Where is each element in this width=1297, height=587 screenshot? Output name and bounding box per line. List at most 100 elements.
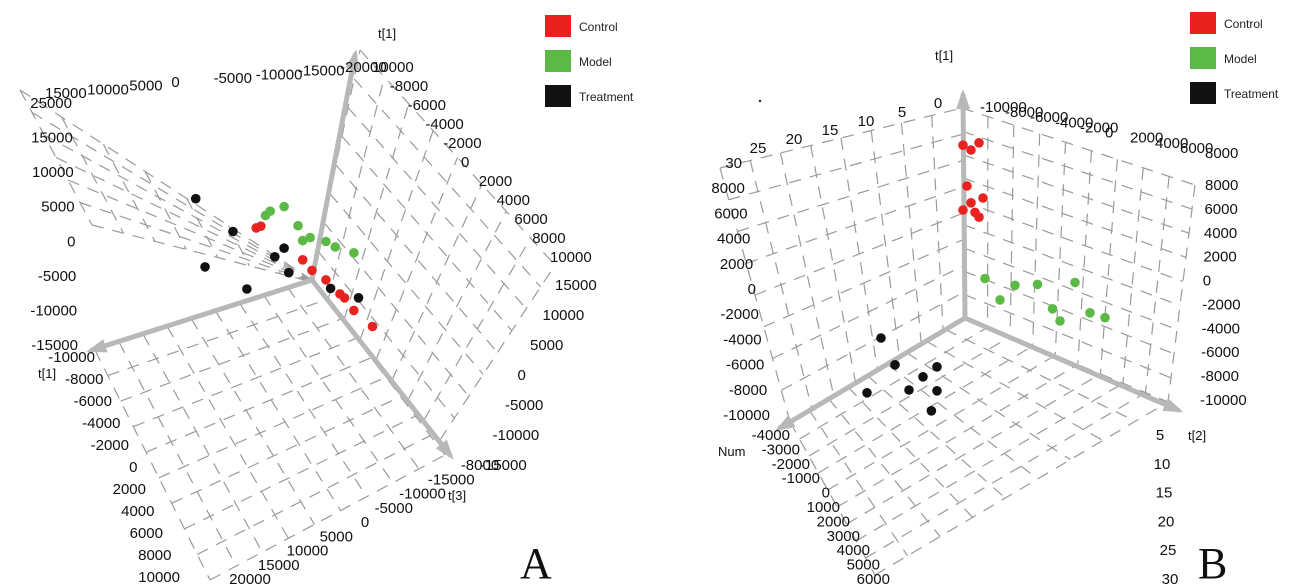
tick-label: -2000	[772, 456, 810, 473]
tick-label: 3000	[827, 528, 860, 545]
panel-b-right-face-grid-line	[1122, 167, 1144, 384]
tick-label: 5	[1156, 427, 1164, 444]
data-point-control	[966, 145, 976, 155]
data-point-control	[339, 293, 350, 303]
panel-b-right-face-grid-line	[964, 294, 1172, 379]
data-point-treatment	[242, 284, 252, 294]
panel-a-right-face-grid-line	[329, 193, 484, 375]
tick-label: 10000	[87, 81, 129, 98]
data-point-treatment	[926, 406, 937, 416]
panel-a-bottom-face-grid-line	[171, 396, 401, 504]
data-point-control	[307, 265, 317, 276]
data-point-model	[1010, 280, 1020, 291]
panel-b-right-face-grid-line	[1167, 184, 1196, 403]
tick-label: 5000	[41, 199, 74, 216]
panel-a-right-face-grid-line	[347, 107, 527, 310]
tick-label: 4000	[717, 231, 750, 248]
data-point-treatment	[904, 385, 914, 395]
legend-swatch-treatment	[545, 85, 571, 107]
data-point-model	[260, 210, 271, 221]
tick-label: -15000	[428, 471, 475, 488]
tick-label: 0	[461, 154, 469, 171]
tick-label: -15000	[31, 337, 78, 354]
data-point-control	[367, 321, 378, 332]
data-point-model	[1070, 277, 1080, 288]
data-point-model	[1085, 308, 1095, 318]
tick-label: 5	[898, 104, 906, 121]
axis-arrow-t2	[962, 315, 1181, 413]
panel-a-right-face-grid-line	[375, 157, 459, 361]
data-point-model	[279, 201, 289, 212]
data-point-control	[321, 275, 331, 285]
axis-arrow-num	[777, 315, 968, 431]
tick-label: -6000	[726, 357, 764, 374]
tick-label: -4000	[723, 331, 761, 348]
tick-label: 5000	[320, 528, 353, 545]
panel-b-right-face-grid-line	[1009, 125, 1015, 337]
tick-label: -6000	[1201, 344, 1239, 361]
panel-a-left-face-grid-line	[79, 201, 313, 283]
tick-label: 0	[822, 485, 830, 502]
panel-b-left-face-grid-line	[763, 238, 965, 328]
tick-label: 10000	[138, 569, 180, 586]
panel-a-right-face-grid-line	[359, 49, 556, 266]
tick-label: 10000	[32, 164, 74, 181]
panel-a-left-face-grid-line	[43, 134, 313, 282]
panel-a-bottom-face-grid-line	[94, 349, 211, 581]
panel-b-bottom-face-grid-line	[847, 386, 974, 518]
data-point-treatment	[932, 386, 942, 396]
legend-label-treatment: Treatment	[1224, 87, 1279, 101]
chart-panel-a: t[1]t[1]t[3]25000150001000050000-5000-10…	[19, 15, 634, 587]
tick-label: 10	[1154, 456, 1171, 473]
panel-b-right-face-grid-line	[1099, 159, 1118, 375]
tick-label: 6000	[857, 571, 890, 587]
panel-a-bottom-face-grid-line	[196, 435, 431, 555]
tick-label: -15000	[480, 457, 527, 474]
panel-a-bottom-face-grid-line	[166, 326, 289, 539]
legend-swatch-treatment	[1190, 82, 1216, 104]
legend-swatch-model	[545, 50, 571, 72]
panel-a-right-face-grid-line	[311, 49, 361, 281]
axis-name-t1: t[1]	[935, 48, 953, 63]
tick-label: -8000	[65, 371, 103, 388]
axis-arrow-t1-head	[956, 89, 971, 110]
tick-label: 15000	[258, 557, 300, 574]
tick-label: 10000	[550, 249, 592, 266]
tick-label: 25	[750, 140, 767, 157]
tick-label: 8000	[1205, 177, 1238, 194]
panel-b-right-face-grid-line	[963, 224, 1181, 307]
tick-label: 8000	[1205, 145, 1238, 162]
panel-a-bottom-face-grid-line	[239, 303, 368, 497]
tick-label: 2000	[113, 481, 146, 498]
panel-a-bottom-face-grid-line	[190, 318, 315, 525]
legend-label-treatment: Treatment	[579, 90, 634, 104]
data-point-model	[1032, 279, 1043, 290]
tick-label: 20	[1158, 513, 1175, 530]
data-point-treatment	[270, 251, 280, 262]
panel-a-left-face-grid-line	[31, 111, 313, 281]
tick-label: -2000	[720, 306, 758, 323]
series-control	[251, 221, 378, 332]
tick-label: 0	[361, 514, 369, 531]
axis-name-num: Num	[718, 444, 745, 459]
tick-label: 30	[725, 155, 742, 172]
panel-b-bottom-face-grid-line	[867, 375, 1006, 499]
series-treatment	[190, 193, 364, 303]
data-point-control	[978, 193, 988, 203]
tick-label: 2000	[817, 513, 850, 530]
data-point-treatment	[353, 293, 364, 303]
data-point-control	[958, 205, 968, 215]
tick-label: 6000	[1204, 201, 1237, 218]
tick-label: 2000	[720, 256, 753, 273]
panel-a-bottom-face-grid-line	[215, 310, 342, 511]
data-point-control	[974, 138, 984, 148]
data-point-control	[962, 181, 972, 191]
tick-label: 0	[1203, 273, 1211, 290]
tick-label: 10000	[287, 543, 329, 560]
tick-label: -10000	[980, 99, 1027, 116]
tick-label: -4000	[1055, 114, 1093, 131]
panel-a-right-face-grid-line	[423, 237, 532, 421]
data-point-control	[256, 221, 266, 231]
panel-a-right-face-grid-line	[407, 210, 507, 401]
tick-label: -4000	[425, 116, 463, 133]
